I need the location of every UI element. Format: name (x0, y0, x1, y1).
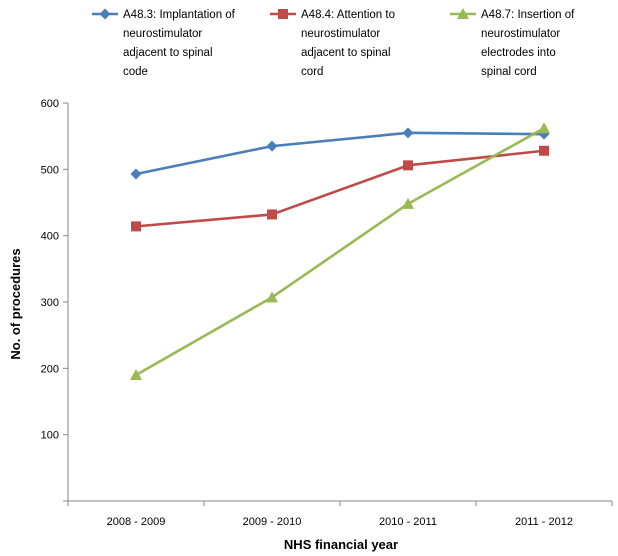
data-point (130, 168, 142, 180)
legend-label-line: electrodes into (481, 47, 556, 59)
x-tick-label: 2009 - 2010 (243, 516, 302, 528)
data-point (402, 197, 414, 209)
data-point (267, 209, 277, 220)
series-layer (130, 122, 550, 380)
x-tick-label: 2008 - 2009 (107, 516, 166, 528)
y-tick-label: 500 (41, 164, 59, 176)
x-axis-title: NHS financial year (284, 537, 398, 552)
legend-label-line: A48.3: Implantation of (123, 9, 236, 21)
legend-label-line: adjacent to spinal (123, 47, 213, 59)
legend-label-line: cord (301, 66, 323, 78)
legend-label-line: neurostimulator (481, 28, 560, 40)
y-tick-label: 200 (41, 363, 59, 375)
x-tick-label: 2011 - 2012 (515, 516, 573, 528)
data-point (402, 127, 414, 139)
legend-swatch-marker (99, 8, 111, 20)
series-1 (130, 127, 550, 180)
data-point (403, 160, 413, 171)
y-tick-label: 100 (41, 430, 59, 442)
legend-label-line: neurostimulator (123, 28, 202, 40)
series-line (135, 127, 545, 377)
y-tick-label: 300 (41, 297, 59, 309)
legend-label-line: code (123, 66, 148, 78)
series-line (135, 131, 545, 176)
data-point (539, 145, 549, 156)
legend: A48.3: Implantation of neurostimulator adj… (92, 8, 575, 78)
legend-item-1: A48.3: Implantation of neurostimulator adj… (92, 8, 236, 78)
legend-item-3: A48.7: Insertion of neurostimulator electr… (450, 8, 575, 78)
legend-label-line: A48.4: Attention to (301, 9, 395, 21)
data-point (266, 291, 278, 303)
y-tick-label: 600 (41, 98, 59, 110)
data-point (130, 368, 142, 380)
data-point (538, 122, 550, 134)
x-tick-label: 2010 - 2011 (379, 516, 437, 528)
legend-label-line: A48.7: Insertion of (481, 9, 575, 21)
series-line (135, 149, 545, 228)
legend-swatch-marker (457, 8, 469, 19)
axes: 100 200 300 400 500 600 2008 - 2009 2009 - 2010… (41, 98, 613, 528)
y-axis-title: No. of procedures (8, 248, 23, 359)
y-tick-label: 400 (41, 231, 59, 243)
legend-label-line: adjacent to spinal (301, 47, 391, 59)
series-2 (131, 145, 549, 232)
series-3 (130, 122, 550, 380)
data-point (266, 140, 278, 152)
legend-item-2: A48.4: Attention to neurostimulator adjace… (270, 9, 395, 78)
legend-label-line: neurostimulator (301, 28, 380, 40)
data-point (131, 221, 141, 232)
legend-swatch-marker (278, 9, 288, 19)
legend-label-line: spinal cord (481, 66, 537, 78)
